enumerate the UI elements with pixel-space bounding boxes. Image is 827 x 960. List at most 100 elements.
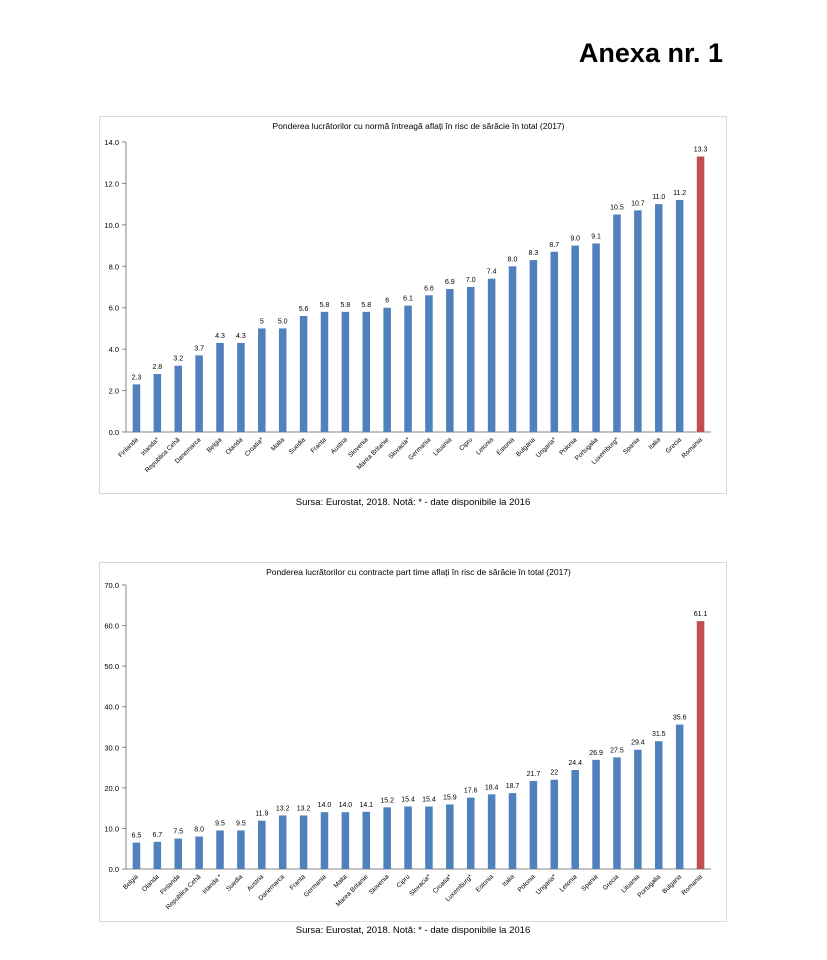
- bar-lituania: [446, 289, 454, 432]
- data-label-danemarca: 13.2: [276, 805, 290, 812]
- data-label-letonia: 24.4: [568, 760, 582, 767]
- bar-estonia: [508, 266, 517, 432]
- bar-irlanda: [216, 830, 224, 869]
- bar-cipru: [404, 806, 412, 869]
- bar-cipru: [466, 287, 475, 432]
- x-tick-label-finlanda: Finlanda: [117, 436, 140, 459]
- bar-letonia: [571, 770, 579, 869]
- x-tick-label-portugalia: Portugalia: [637, 873, 663, 899]
- bar-romania: [696, 621, 705, 869]
- x-tick-label-irlanda: Irlanda *: [201, 873, 223, 895]
- x-tick-label-suedia: Suedia: [225, 873, 245, 893]
- x-tick-label-slovenia: Slovenia: [368, 873, 391, 896]
- x-tick-label-spania: Spania: [622, 436, 642, 456]
- bar-suedia: [237, 830, 245, 869]
- data-label-ungaria: 8.7: [549, 242, 559, 249]
- bar-olanda: [237, 342, 245, 432]
- bar-luxemburg: [613, 214, 621, 432]
- x-tick-label-belgia: Belgia: [206, 436, 224, 454]
- data-label-slovenia: 5.8: [361, 302, 371, 309]
- bar-slovenia: [362, 311, 371, 432]
- chart-full-time: Ponderea lucrătorilor cu normă întreagă …: [99, 116, 727, 494]
- x-tick-label-franta: Franța: [310, 436, 329, 455]
- data-label-italia: 18.7: [506, 783, 520, 790]
- bar-danemarca: [278, 815, 287, 869]
- bar-italia: [508, 793, 517, 869]
- x-tick-label-lituania: Lituania: [432, 436, 453, 457]
- data-label-suedia: 9.5: [236, 820, 246, 827]
- data-label-croatia: 15.9: [443, 794, 457, 801]
- bar-suedia: [299, 316, 308, 432]
- data-label-olanda: 4.3: [236, 333, 246, 340]
- y-tick-label: 8.0: [109, 262, 119, 271]
- y-tick-label: 12.0: [104, 179, 119, 188]
- chart-full-time-svg: Ponderea lucrătorilor cu normă întreagă …: [104, 121, 711, 474]
- chart-part-time-svg: Ponderea lucrătorilor cu contracte part …: [104, 567, 711, 911]
- chart-part-time-source: Sursa: Eurostat, 2018. Notă: * - date di…: [295, 925, 531, 936]
- data-label-croatia: 5: [260, 318, 264, 325]
- data-label-slovenia: 15.2: [380, 797, 394, 804]
- y-tick-label: 6.0: [109, 304, 119, 313]
- y-tick-label: 60.0: [104, 622, 119, 631]
- data-label-franta: 5.8: [320, 302, 330, 309]
- x-tick-label-spania: Spania: [580, 873, 600, 893]
- data-label-romania: 61.1: [694, 611, 708, 618]
- bar-franta: [320, 311, 329, 432]
- data-label-estonia: 18.4: [485, 784, 499, 791]
- bar-spania: [592, 759, 600, 869]
- bar-italia: [655, 204, 663, 432]
- data-label-cipru: 15.4: [401, 797, 415, 804]
- bar-malta: [278, 328, 287, 432]
- y-tick-label: 0.0: [109, 865, 119, 874]
- x-tick-label-belgia: Belgia: [122, 873, 140, 891]
- data-label-portugalia: 31.5: [652, 731, 666, 738]
- data-label-malta: 14.0: [339, 802, 353, 809]
- data-label-spania: 26.9: [589, 750, 603, 757]
- data-label-bulgaria: 35.6: [673, 715, 687, 722]
- data-label-estonia: 8.0: [508, 256, 518, 263]
- x-tick-label-malta: Malta: [270, 436, 286, 452]
- x-tick-label-italia: Italia: [648, 436, 663, 451]
- bar-spania: [634, 210, 642, 432]
- data-label-polonia: 21.7: [527, 771, 541, 778]
- bar-danemarca: [195, 355, 203, 432]
- x-tick-label-romania: Romania: [681, 436, 705, 460]
- chart-part-time: Ponderea lucrătorilor cu contracte part …: [99, 562, 727, 922]
- data-label-austria: 11.9: [255, 811, 268, 818]
- data-label-finlanda: 2.3: [132, 374, 142, 381]
- data-label-romania: 13.3: [694, 147, 708, 154]
- data-label-italia: 11.0: [652, 194, 665, 201]
- data-label-irlanda: 2.8: [152, 364, 162, 371]
- x-tick-label-letonia: Letonia: [475, 436, 495, 456]
- x-tick-label-letonia: Letonia: [559, 873, 579, 893]
- x-tick-label-austria: Austria: [246, 873, 266, 893]
- x-tick-label-croatia: Croatia*: [244, 436, 266, 458]
- x-tick-label-olanda: Olanda: [141, 873, 161, 893]
- x-tick-label-bulgaria: Bulgaria: [515, 436, 537, 458]
- data-label-austria: 5.8: [341, 302, 351, 309]
- bar-estonia: [487, 794, 496, 869]
- data-label-lituania: 6.9: [445, 279, 455, 286]
- x-tick-label-polonia: Polonia: [558, 436, 579, 457]
- bar-croatia: [258, 328, 266, 432]
- x-tick-label-malta: Malta: [333, 873, 349, 889]
- data-label-suedia: 5.6: [299, 306, 309, 313]
- page-heading: Anexa nr. 1: [578, 38, 723, 68]
- y-tick-label: 70.0: [104, 581, 119, 590]
- bar-marea-britanie: [383, 307, 391, 432]
- x-tick-label-italia: Italia: [501, 873, 516, 888]
- data-label-germania: 14.0: [318, 802, 332, 809]
- bar-malta: [341, 812, 350, 869]
- x-tick-label-romania: Romania: [681, 873, 705, 897]
- data-label-marea-britanie: 14.1: [359, 802, 373, 809]
- bar-republica-ceha: [195, 836, 203, 869]
- data-label-finlanda: 7.5: [173, 829, 183, 836]
- bar-franta: [299, 815, 308, 869]
- bar-finlanda: [132, 384, 141, 432]
- bar-belgia: [132, 842, 141, 869]
- data-label-belgia: 4.3: [215, 333, 225, 340]
- bar-grecia: [613, 757, 621, 869]
- bar-belgia: [216, 342, 224, 432]
- bar-germania: [320, 812, 329, 869]
- bar-austria: [341, 311, 350, 432]
